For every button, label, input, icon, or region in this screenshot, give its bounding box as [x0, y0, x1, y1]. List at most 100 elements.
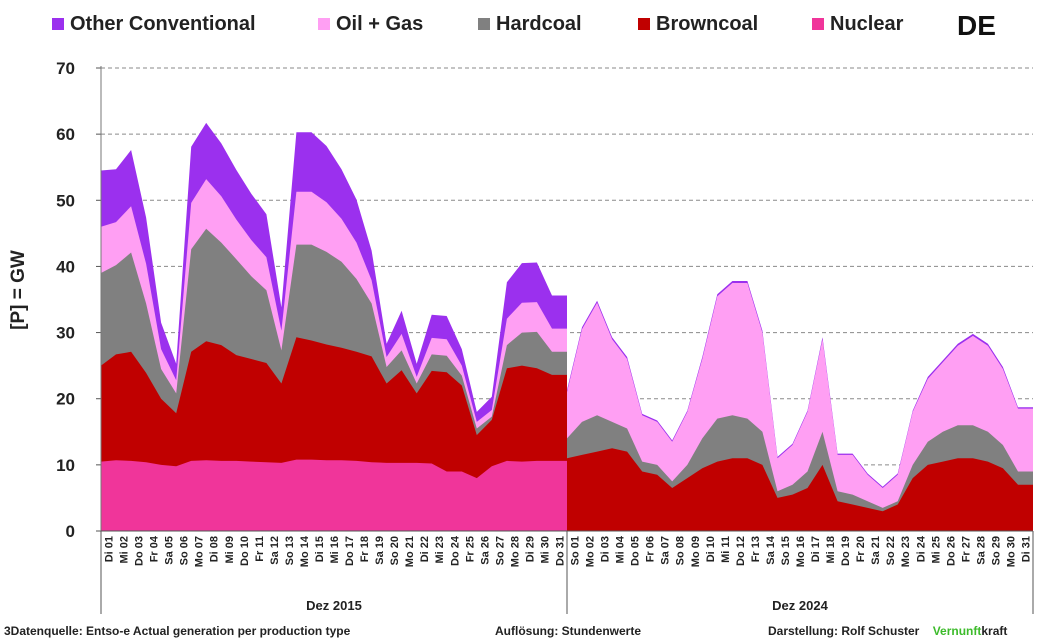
x-tick-label: Sa 28	[975, 536, 987, 565]
x-tick-label: So 27	[494, 536, 506, 565]
x-tick-label: Mo 09	[690, 536, 702, 567]
x-tick-label: Mi 02	[119, 536, 131, 564]
x-tick-label: Sa 12	[269, 536, 281, 565]
x-tick-label: Mo 02	[585, 536, 597, 567]
x-tick-label: So 29	[990, 536, 1002, 565]
region-label: DE	[957, 10, 996, 41]
x-tick-label: Do 03	[134, 536, 146, 566]
group-labels: Dez 2015 Dez 2024	[306, 598, 828, 613]
footer-brand-black: kraft	[981, 624, 1008, 638]
x-tick-label: So 01	[570, 536, 582, 565]
x-tick-label: Fr 20	[855, 536, 867, 562]
x-tick-label: Di 31	[1021, 536, 1033, 562]
y-tick-label: 40	[56, 257, 75, 276]
legend-item-browncoal: Browncoal	[638, 10, 758, 38]
x-tick-label: Mi 16	[329, 536, 341, 564]
area-layers	[101, 122, 1033, 532]
group-label: Dez 2015	[306, 598, 362, 613]
y-tick-label: 60	[56, 125, 75, 144]
x-tick-label: Mi 30	[540, 536, 552, 564]
x-tick-label: Mi 04	[615, 535, 627, 563]
footer-brand-green: Vernunft	[932, 624, 982, 638]
x-tick-label: Sa 14	[765, 535, 777, 565]
x-tick-label: So 08	[675, 536, 687, 565]
x-tick-label: Do 26	[945, 536, 957, 566]
legend-label-oil-gas: Oil + Gas	[336, 12, 424, 35]
x-tick-label: Sa 21	[870, 536, 882, 565]
x-tick-label: Mo 07	[194, 536, 206, 567]
legend-swatch-browncoal	[638, 18, 650, 30]
x-tick-label: So 22	[885, 536, 897, 565]
x-tick-label: Di 10	[705, 536, 717, 562]
y-tick-labels: 0 10 20 30 40 50 60 70	[56, 59, 75, 541]
x-tick-label: So 20	[389, 536, 401, 565]
x-tick-label: Mi 23	[434, 536, 446, 564]
x-tick-label: Fr 27	[960, 536, 972, 562]
y-axis-label: [P] = GW	[8, 250, 29, 330]
x-tick-label: Mi 11	[720, 536, 732, 563]
x-tick-label: Fr 18	[359, 536, 371, 562]
x-tick-label: Di 15	[314, 536, 326, 562]
x-tick-label: Fr 04	[149, 535, 161, 562]
y-tick-label: 10	[56, 456, 75, 475]
x-tick-label: Do 24	[449, 535, 461, 566]
x-tick-label: Do 05	[630, 536, 642, 566]
y-tick-label: 50	[56, 191, 75, 210]
y-tick-label: 0	[66, 522, 75, 541]
x-tick-label: Mo 30	[1006, 536, 1018, 567]
legend-swatch-nuclear	[812, 18, 824, 30]
x-tick-label: Di 01	[104, 536, 116, 562]
x-tick-label: So 13	[284, 536, 296, 565]
x-tick-label: Sa 07	[660, 536, 672, 565]
legend-item-nuclear: Nuclear	[812, 10, 903, 38]
x-tick-label: Do 12	[735, 536, 747, 566]
legend-item-oil-gas: Oil + Gas	[318, 10, 423, 38]
x-tick-label: Do 19	[840, 536, 852, 566]
x-tick-label: Di 24	[915, 535, 927, 562]
legend-label-browncoal: Browncoal	[656, 12, 759, 35]
y-tick-label: 30	[56, 324, 75, 343]
legend-swatch-other-conventional	[52, 18, 64, 30]
x-tick-label: Mo 28	[509, 536, 521, 567]
footer-source: 3Datenquelle: Entso-e Actual generation …	[4, 624, 351, 638]
x-tick-label: Sa 26	[479, 536, 491, 565]
area-nuclear-0	[101, 459, 567, 531]
x-tick-label: Do 31	[555, 536, 567, 566]
area-browncoal-1	[567, 448, 1033, 531]
group-label: Dez 2024	[772, 598, 828, 613]
axes	[96, 66, 1034, 614]
legend-label-other-conventional: Other Conventional	[70, 12, 256, 35]
x-tick-label: Di 17	[810, 536, 822, 562]
x-tick-label: Fr 11	[254, 536, 266, 562]
footer-credit-author: Darstellung: Rolf Schuster	[768, 624, 920, 638]
x-tick-label: Sa 19	[374, 536, 386, 565]
x-tick-label: So 15	[780, 536, 792, 565]
x-tick-label: Fr 25	[464, 536, 476, 562]
y-tick-label: 20	[56, 390, 75, 409]
x-tick-label: Di 03	[600, 536, 612, 562]
y-tick-label: 70	[56, 59, 75, 78]
legend-label-hardcoal: Hardcoal	[496, 12, 582, 35]
x-tick-label: Do 10	[239, 536, 251, 566]
x-tick-label: Mi 18	[825, 536, 837, 564]
x-tick-label: Di 08	[209, 536, 221, 562]
legend-swatch-oil-gas	[318, 18, 330, 30]
x-tick-label: Sa 05	[164, 536, 176, 565]
x-tick-labels: Di 01 Mi 02 Do 03 Fr 04 Sa 05 So 06 Mo 07 Di 08…	[104, 535, 1033, 567]
x-tick-label: Di 22	[419, 536, 431, 562]
x-tick-label: So 06	[179, 536, 191, 565]
x-tick-label: Mo 14	[299, 535, 311, 567]
footer-resolution: Auflösung: Stundenwerte	[495, 624, 641, 638]
legend-item-other-conventional: Other Conventional	[52, 10, 256, 38]
x-tick-label: Mo 21	[404, 536, 416, 567]
x-tick-label: Mi 25	[930, 536, 942, 564]
x-tick-label: Fr 13	[750, 536, 762, 562]
footer-credit: Darstellung: Rolf Schuster Vernunftkraft	[768, 624, 1007, 638]
x-tick-label: Do 17	[344, 536, 356, 566]
legend-item-hardcoal: Hardcoal	[478, 10, 582, 38]
x-tick-label: Mo 23	[900, 536, 912, 567]
legend-swatch-hardcoal	[478, 18, 490, 30]
legend-label-nuclear: Nuclear	[830, 12, 904, 35]
x-tick-label: Fr 06	[645, 536, 657, 562]
